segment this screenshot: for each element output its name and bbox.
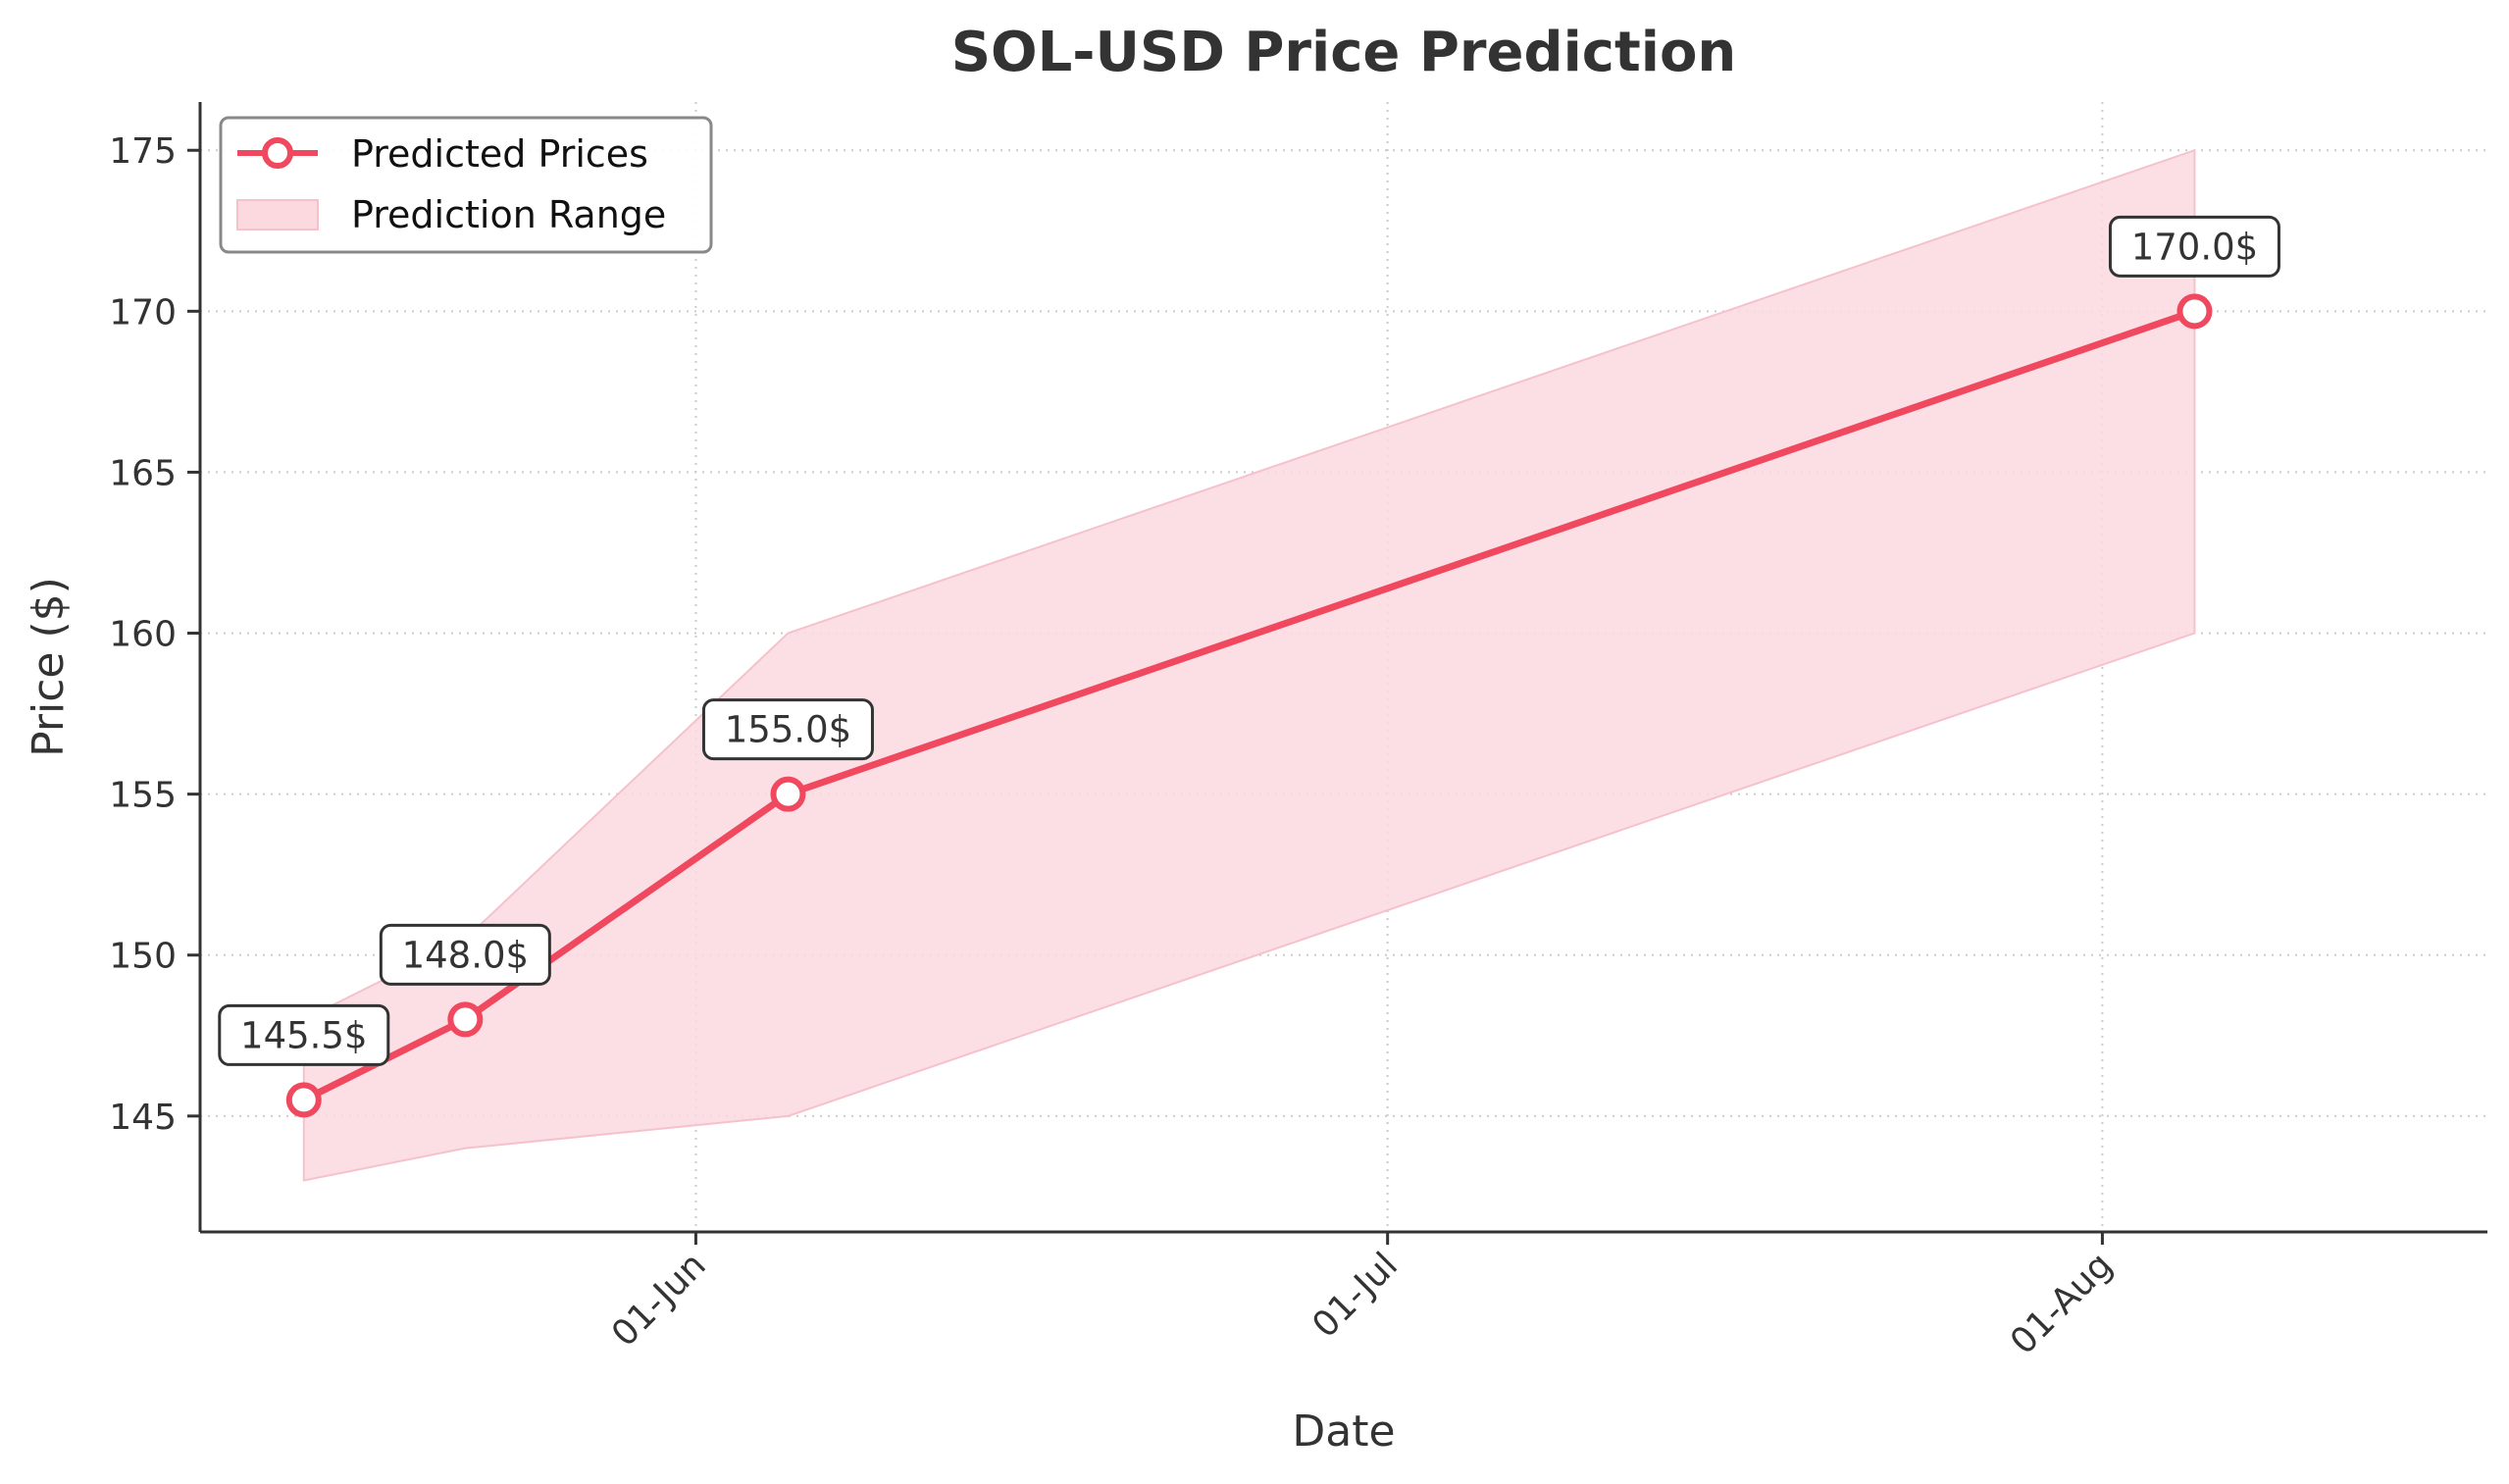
annotation-label: 170.0$ <box>2131 226 2258 268</box>
y-tick-label: 150 <box>109 937 177 977</box>
price-annotation: 155.0$ <box>701 698 874 761</box>
legend: Predicted Prices Prediction Range <box>219 116 713 254</box>
predicted-price-point <box>2176 293 2213 330</box>
annotation-box <box>218 1003 390 1066</box>
y-tick-label: 170 <box>109 292 177 333</box>
y-tick-label: 160 <box>109 615 177 655</box>
legend-point-marker <box>262 137 293 169</box>
axes <box>198 102 2487 1234</box>
predicted-price-points <box>285 293 2213 1118</box>
predicted-price-point <box>447 1001 484 1038</box>
annotation-box <box>701 698 874 761</box>
y-tick-label: 155 <box>109 776 177 816</box>
y-tick-label: 175 <box>109 131 177 172</box>
prediction-range-area <box>302 148 2196 1182</box>
predicted-price-point <box>285 1082 322 1118</box>
legend-frame <box>219 116 713 254</box>
legend-label-predicted: Predicted Prices <box>351 132 648 176</box>
price-annotation: 145.5$ <box>218 1003 390 1066</box>
annotation-box <box>2108 215 2280 278</box>
chart-title: SOL-USD Price Prediction <box>951 21 1737 84</box>
legend-range-patch <box>236 199 319 230</box>
price-annotation: 148.0$ <box>379 923 551 986</box>
y-tick-label: 165 <box>109 453 177 493</box>
predicted-price-point <box>770 776 806 812</box>
annotation-label: 155.0$ <box>725 709 851 751</box>
price-annotations: 145.5$ 148.0$ 155.0$ 170.0$ <box>218 215 2280 1066</box>
y-axis-ticks: 145 150 155 160 165 170 175 <box>109 131 200 1138</box>
annotation-label: 148.0$ <box>402 934 529 976</box>
legend-label-range: Prediction Range <box>351 193 666 236</box>
x-axis-title: Date <box>1292 1407 1395 1457</box>
y-tick-label: 145 <box>109 1098 177 1138</box>
annotation-label: 145.5$ <box>240 1014 367 1056</box>
price-annotation: 170.0$ <box>2108 215 2280 278</box>
y-axis-title: Price ($) <box>24 577 74 757</box>
annotation-box <box>379 923 551 986</box>
